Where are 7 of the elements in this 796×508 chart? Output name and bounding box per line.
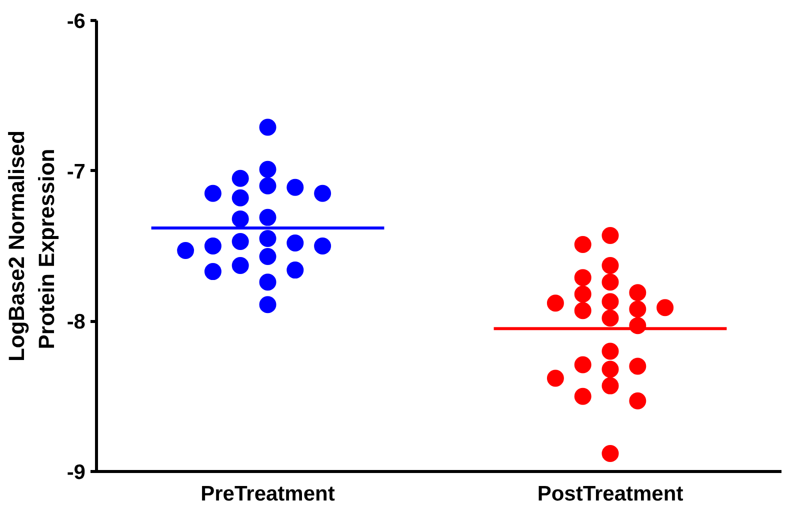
y-tick-label: -9 — [66, 461, 86, 484]
y-tick-label: -7 — [66, 160, 86, 184]
y-tick-label: -8 — [66, 310, 86, 334]
y-tick-label: -6 — [66, 10, 86, 33]
y-axis-title: LogBase2 Normalised Protein Expression — [4, 130, 59, 362]
x-tick-label: PreTreatment — [200, 482, 335, 506]
x-tick-label: PostTreatment — [537, 482, 684, 506]
